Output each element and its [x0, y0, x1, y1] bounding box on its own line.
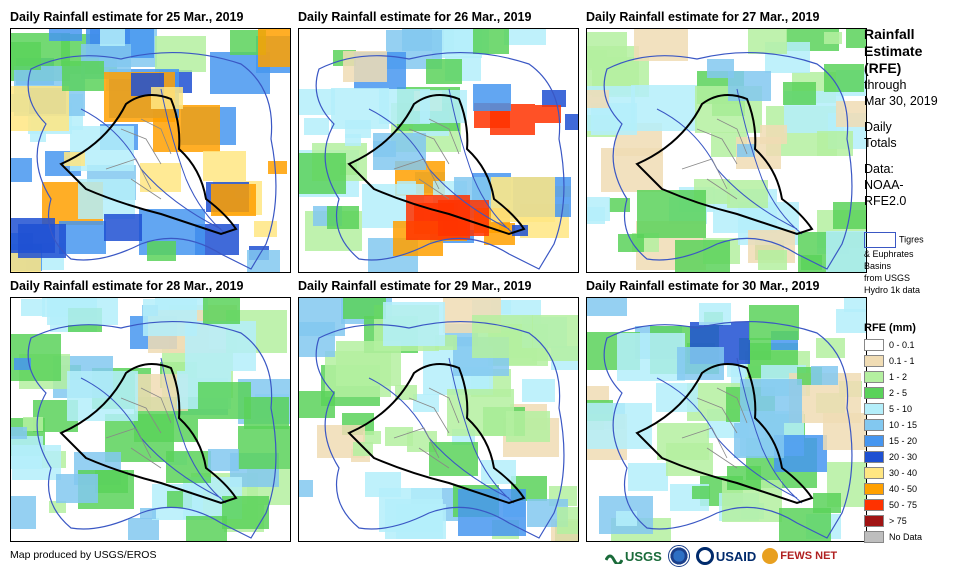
legend-label: No Data — [889, 532, 923, 542]
legend-swatch — [864, 419, 884, 431]
rfe-title-line: Rainfall — [864, 26, 915, 42]
legend-label: 5 - 10 — [889, 404, 913, 414]
basin-label: from USGS — [864, 273, 911, 283]
legend-item: > 75 — [864, 513, 964, 529]
legend-label: 40 - 50 — [889, 484, 918, 494]
data-source-line: RFE2.0 — [864, 194, 907, 208]
legend-item: 0 - 0.1 — [864, 337, 964, 353]
rfe-title-line: Estimate — [864, 43, 923, 59]
rfe-legend: RFE (mm) 0 - 0.1 0.1 - 1 1 - 2 2 - 5 5 - 10 1… — [864, 322, 964, 545]
rainfall-map — [10, 297, 291, 542]
usgs-wave-icon — [605, 554, 623, 564]
legend-item: 50 - 75 — [864, 497, 964, 513]
legend-label: 2 - 5 — [889, 388, 908, 398]
daily-totals-line: Totals — [864, 136, 897, 150]
legend-label: 1 - 2 — [889, 372, 908, 382]
through-line: through — [864, 78, 907, 92]
legend-item: 5 - 10 — [864, 401, 964, 417]
legend-item: 10 - 15 — [864, 417, 964, 433]
legend-swatch — [864, 403, 884, 415]
legend-swatch — [864, 435, 884, 447]
legend-item: No Data — [864, 529, 964, 545]
panel-title: Daily Rainfall estimate for 26 Mar., 201… — [298, 10, 532, 24]
noaa-logo-icon — [667, 545, 690, 567]
basin-outline-swatch — [864, 232, 896, 248]
rainfall-map — [10, 28, 291, 273]
legend-swatch — [864, 355, 884, 367]
panel-title: Daily Rainfall estimate for 28 Mar., 201… — [10, 279, 244, 293]
legend-item: 2 - 5 — [864, 385, 964, 401]
legend-swatch — [864, 387, 884, 399]
legend-item: 40 - 50 — [864, 481, 964, 497]
legend-swatch — [864, 499, 884, 511]
legend-item: 1 - 2 — [864, 369, 964, 385]
legend-label: 15 - 20 — [889, 436, 918, 446]
legend-label: > 75 — [889, 516, 907, 526]
rainfall-map — [298, 297, 579, 542]
legend-item: 15 - 20 — [864, 433, 964, 449]
legend-swatch — [864, 515, 884, 527]
through-date: Mar 30, 2019 — [864, 94, 938, 108]
legend-swatch — [864, 451, 884, 463]
legend-swatch — [864, 339, 884, 351]
rainfall-map — [298, 28, 579, 273]
map-side-title: Rainfall Estimate (RFE) through Mar 30, … — [864, 26, 964, 209]
legend-label: 10 - 15 — [889, 420, 918, 430]
agency-logos: USGS USAID FEWS NET — [605, 543, 837, 569]
fewsnet-logo-text: FEWS NET — [780, 550, 838, 562]
legend-label: 20 - 30 — [889, 452, 918, 462]
panel-title: Daily Rainfall estimate for 30 Mar., 201… — [586, 279, 820, 293]
legend-swatch — [864, 467, 884, 479]
basin-label: Basins — [864, 261, 892, 271]
legend-swatch — [864, 531, 884, 543]
legend-label: 50 - 75 — [889, 500, 918, 510]
legend-item: 30 - 40 — [864, 465, 964, 481]
legend-swatch — [864, 483, 884, 495]
legend-item: 0.1 - 1 — [864, 353, 964, 369]
panel-title: Daily Rainfall estimate for 27 Mar., 201… — [586, 10, 820, 24]
fewsnet-globe-icon — [762, 548, 779, 564]
rfe-title-line: (RFE) — [864, 60, 902, 76]
legend-item: 20 - 30 — [864, 449, 964, 465]
basin-label: & Euphrates — [864, 249, 914, 259]
legend-title: RFE (mm) — [864, 322, 916, 334]
panel-title: Daily Rainfall estimate for 25 Mar., 201… — [10, 10, 244, 24]
usaid-logo: USAID — [695, 547, 757, 565]
legend-swatch — [864, 371, 884, 383]
legend-label: 30 - 40 — [889, 468, 918, 478]
fewsnet-logo: FEWS NET — [762, 548, 837, 564]
usaid-seal-icon — [695, 547, 714, 565]
panel-title: Daily Rainfall estimate for 29 Mar., 201… — [298, 279, 532, 293]
daily-totals-line: Daily — [864, 120, 892, 134]
usgs-logo-text: USGS — [625, 548, 662, 564]
data-source-line: Data: — [864, 162, 894, 176]
rainfall-map — [586, 28, 867, 273]
basin-label: Tigres — [899, 234, 924, 245]
legend-label: 0.1 - 1 — [889, 356, 915, 366]
data-source-line: NOAA- — [864, 178, 904, 192]
map-credit: Map produced by USGS/EROS — [10, 549, 157, 561]
usaid-logo-text: USAID — [715, 548, 757, 564]
basin-label: Hydro 1k data — [864, 285, 921, 295]
usgs-logo: USGS — [605, 548, 662, 564]
basins-legend: Tigres & Euphrates Basins from USGS Hydr… — [864, 232, 964, 296]
rainfall-map — [586, 297, 867, 542]
legend-label: 0 - 0.1 — [889, 340, 915, 350]
